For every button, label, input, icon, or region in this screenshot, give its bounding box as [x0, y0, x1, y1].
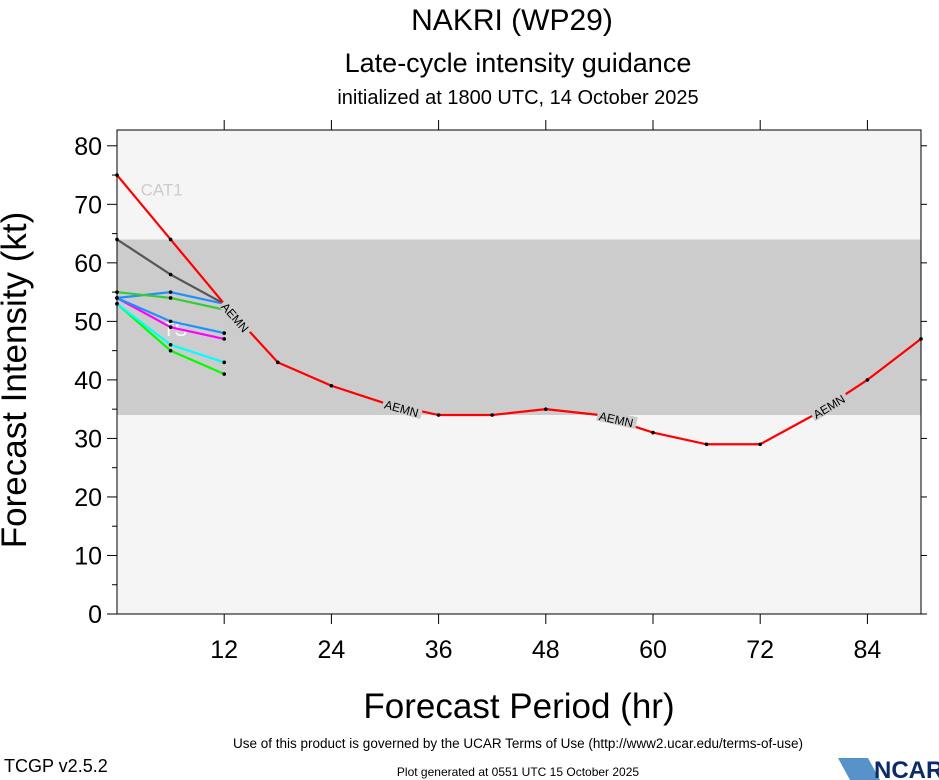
- x-tick-label: 84: [853, 636, 881, 664]
- data-point: [329, 383, 334, 388]
- data-point: [168, 272, 173, 277]
- band-cat1: [117, 130, 921, 240]
- band-label-cat1: CAT1: [141, 181, 183, 200]
- version-label: TCGP v2.5.2: [4, 756, 108, 776]
- series-line-aemn: [116, 174, 922, 446]
- data-point: [436, 413, 441, 417]
- ncar-logo-text: NCAR: [874, 757, 939, 780]
- generated-timestamp: Plot generated at 0551 UTC 15 October 20…: [397, 765, 639, 779]
- line-label-bg: [808, 390, 850, 422]
- line-label-bg: [218, 298, 254, 337]
- y-tick-label: 10: [74, 542, 102, 570]
- chart-subtitle-init: initialized at 1800 UTC, 14 October 2025: [337, 87, 698, 109]
- data-point: [222, 337, 226, 341]
- plot-frame: [116, 129, 922, 615]
- data-point: [168, 290, 173, 294]
- x-tick-label: 24: [317, 636, 345, 664]
- y-tick-label: 60: [74, 250, 102, 278]
- chart-subtitle: Late-cycle intensity guidance: [345, 48, 692, 78]
- data-point: [222, 360, 226, 365]
- data-point: [168, 342, 173, 347]
- y-tick-label: 50: [74, 308, 102, 336]
- x-tick-label: 72: [746, 636, 774, 664]
- data-point: [651, 430, 655, 435]
- data-point: [222, 331, 226, 335]
- data-point: [168, 319, 173, 324]
- chart-title: NAKRI (WP29): [411, 4, 613, 37]
- line-label-bg: [381, 396, 424, 420]
- y-tick-label: 80: [74, 133, 102, 161]
- data-point: [865, 378, 870, 382]
- data-point: [544, 407, 548, 411]
- y-tick-label: 40: [74, 367, 102, 395]
- data-point: [168, 237, 173, 242]
- line-label-bg: [596, 408, 638, 429]
- data-point: [276, 360, 280, 365]
- x-tick-label: 60: [639, 636, 667, 664]
- terms-of-use: Use of this product is governed by the U…: [233, 736, 803, 751]
- x-tick-label: 36: [425, 636, 453, 664]
- data-point: [168, 325, 173, 330]
- ncar-logo: NCAR: [838, 757, 939, 780]
- y-tick-label: 30: [74, 425, 102, 453]
- x-tick-label: 48: [532, 636, 560, 664]
- data-point: [222, 372, 226, 376]
- y-tick-label: 20: [74, 484, 102, 512]
- y-tick-label: 0: [88, 601, 102, 629]
- y-axis-label: Forecast Intensity (kt): [0, 212, 34, 548]
- data-point: [704, 442, 709, 447]
- data-point: [758, 442, 762, 447]
- y-tick-label: 70: [74, 191, 102, 219]
- x-tick-label: 12: [210, 636, 238, 664]
- data-point: [168, 348, 173, 353]
- data-point: [168, 296, 173, 300]
- x-axis-label: Forecast Period (hr): [363, 687, 674, 726]
- data-point: [490, 413, 495, 417]
